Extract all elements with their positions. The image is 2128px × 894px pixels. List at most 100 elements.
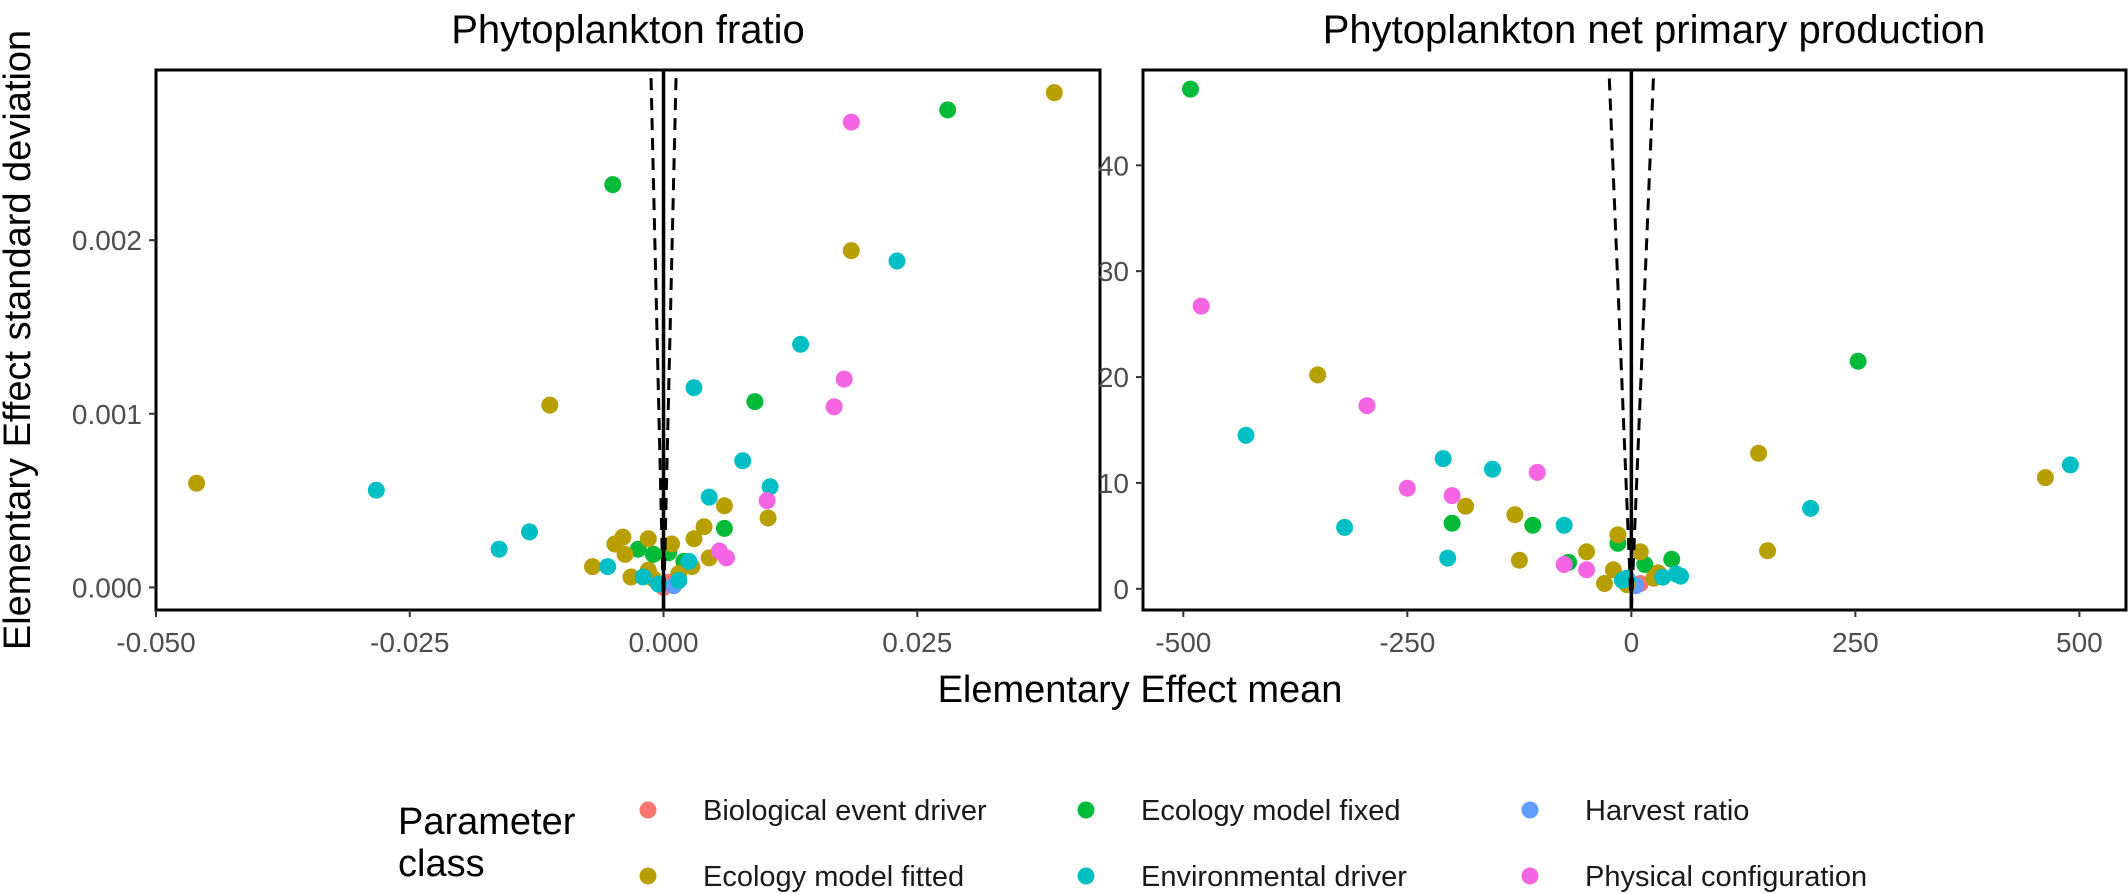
data-point [761, 478, 779, 496]
data-point [734, 452, 752, 470]
legend-label: Harvest ratio [1585, 795, 1749, 827]
dashed-line-right [662, 69, 678, 611]
data-point [718, 549, 735, 567]
data-point [521, 523, 538, 541]
legend-key [1077, 867, 1095, 885]
data-point [939, 101, 957, 119]
data-point [584, 558, 601, 576]
y-tick-label: 40 [1098, 150, 1129, 181]
y-tick-label: 20 [1098, 362, 1129, 393]
legend-key [1521, 867, 1539, 885]
x-axis-title: Elementary Effect mean [938, 669, 1343, 711]
data-point [746, 393, 764, 411]
data-point [1309, 366, 1327, 384]
y-tick-label: 0.001 [72, 399, 142, 430]
data-point [1555, 556, 1573, 573]
y-axis-ticks: 0.000 0.001 0.002 [72, 225, 156, 603]
data-point [644, 545, 662, 563]
x-tick-label: -500 [1155, 627, 1211, 658]
data-point [1609, 526, 1627, 544]
data-point [1596, 575, 1613, 592]
legend-label: Biological event driver [703, 795, 987, 827]
data-point [616, 545, 634, 563]
data-point [490, 540, 508, 558]
x-tick-label: -250 [1379, 627, 1435, 658]
x-tick-label: 0.025 [882, 627, 952, 658]
data-point [1759, 542, 1777, 560]
data-point [715, 519, 733, 537]
data-point [2061, 456, 2079, 474]
panel-title: Phytoplankton net primary production [1323, 8, 1986, 52]
data-point [1578, 561, 1596, 579]
data-points [188, 84, 1063, 596]
data-point [1750, 444, 1768, 462]
data-point [541, 396, 559, 414]
legend-key [1521, 801, 1539, 819]
x-tick-label: 0.000 [628, 627, 698, 658]
x-tick-label: 250 [1832, 627, 1879, 658]
data-point [1667, 565, 1685, 583]
data-point [685, 530, 703, 548]
legend-label: Environmental driver [1141, 861, 1407, 893]
data-point [1336, 518, 1354, 536]
data-point [888, 252, 906, 270]
data-point [1631, 543, 1649, 561]
x-tick-label: -0.025 [370, 627, 449, 658]
plot-frame [1141, 68, 2128, 612]
data-point [842, 113, 860, 131]
data-point [1237, 426, 1255, 444]
legend-title: class [398, 843, 485, 885]
data-point [1398, 479, 1416, 497]
data-point [1443, 514, 1461, 532]
data-point [1484, 460, 1501, 478]
data-point [680, 552, 698, 570]
data-point [1524, 516, 1542, 534]
data-point [825, 398, 843, 416]
x-axis-ticks: -0.050 -0.025 0.000 0.025 [116, 610, 952, 658]
data-point [1555, 516, 1573, 534]
data-point [1358, 397, 1376, 415]
data-point [1439, 549, 1457, 567]
y-tick-label: 0.002 [72, 225, 142, 256]
data-point [1434, 450, 1452, 468]
legend-title: Parameter [398, 801, 576, 843]
data-point [715, 497, 733, 515]
data-point [1506, 506, 1524, 524]
data-point [758, 492, 776, 510]
data-points [1182, 80, 2079, 595]
data-point [835, 370, 853, 388]
y-tick-label: 0 [1113, 574, 1129, 605]
plot-frame [154, 68, 1102, 612]
panel-title: Phytoplankton fratio [451, 8, 805, 52]
data-point [604, 176, 622, 194]
panel-phytoplankton-fratio: Phytoplankton fratio -0.050 -0.025 0.000 0.… [72, 8, 1102, 658]
data-point [695, 518, 713, 536]
data-point [1510, 551, 1528, 569]
legend-key [639, 801, 657, 819]
data-point [622, 568, 640, 586]
legend: Parameter class Biological event driver E… [398, 795, 1867, 893]
data-point [1663, 550, 1681, 568]
data-point [842, 242, 860, 260]
legend-key [639, 867, 657, 885]
legend-label: Physical configuration [1585, 861, 1867, 893]
data-point [1192, 297, 1210, 315]
data-point [2036, 469, 2054, 487]
y-axis-ticks: 0 10 20 30 40 [1098, 150, 1143, 605]
data-point [188, 474, 206, 492]
data-point [759, 509, 777, 527]
data-point [1045, 84, 1063, 102]
data-point [1528, 463, 1546, 481]
data-point [634, 568, 652, 586]
data-point [599, 558, 617, 576]
data-point [685, 379, 703, 397]
x-tick-label: 500 [2056, 627, 2103, 658]
data-point [792, 335, 810, 353]
data-point [639, 530, 657, 548]
legend-key [1077, 801, 1095, 819]
data-point [1457, 497, 1475, 515]
x-axis-ticks: -500 -250 0 250 500 [1155, 610, 2103, 658]
data-point [1182, 80, 1199, 98]
data-point [1654, 568, 1672, 586]
